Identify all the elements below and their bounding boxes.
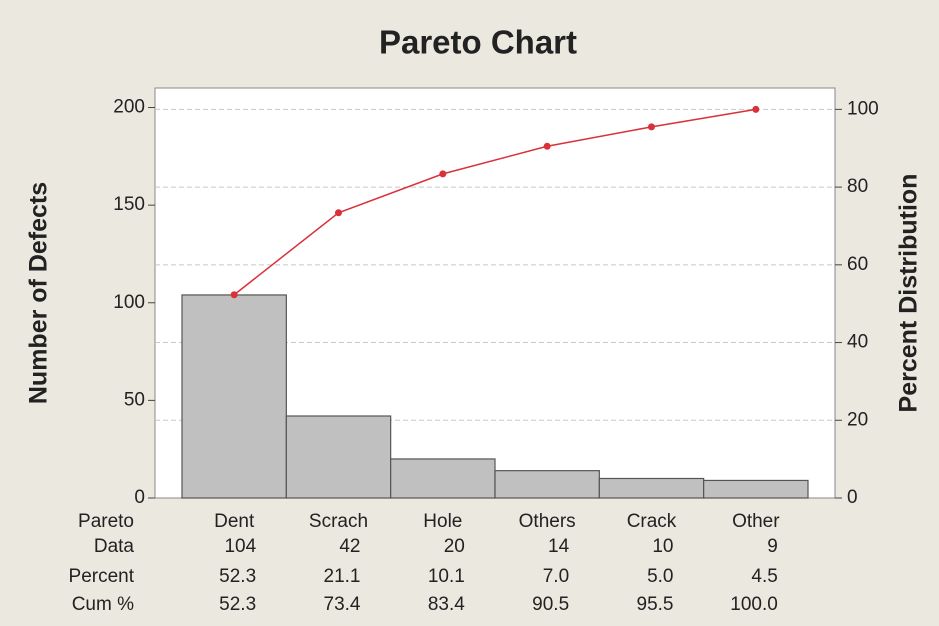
- table-value: 100.0: [730, 594, 778, 615]
- table-value: 104: [224, 536, 256, 557]
- table-value: 42: [339, 536, 360, 557]
- y2-tick-label: 60: [847, 254, 868, 275]
- y2-tick-label: 40: [847, 332, 868, 353]
- bar: [285, 415, 392, 499]
- row-label: Pareto: [78, 511, 134, 532]
- row-label: Data: [94, 536, 135, 557]
- category-label: Others: [519, 511, 576, 532]
- y-axis-label: Number of Defects: [25, 182, 53, 404]
- y2-axis-label: Percent Distribution: [895, 174, 923, 413]
- table-value: 9: [767, 536, 778, 557]
- table-value: 14: [548, 536, 570, 557]
- category-label: Dent: [214, 511, 255, 532]
- bar: [598, 477, 705, 499]
- y-tick-label: 100: [113, 292, 145, 313]
- cum-point: [543, 142, 551, 150]
- table-value: 4.5: [751, 566, 777, 587]
- table-value: 10: [652, 536, 673, 557]
- table-value: 7.0: [543, 566, 569, 587]
- cum-point: [439, 170, 447, 178]
- table-value: 10.1: [428, 566, 465, 587]
- chart-title: Pareto Chart: [379, 24, 577, 61]
- cum-point: [335, 209, 342, 217]
- y2-tick-label: 0: [847, 487, 858, 508]
- category-label: Scrach: [309, 511, 368, 532]
- y-tick-label: 50: [124, 389, 145, 410]
- row-label: Cum %: [72, 594, 134, 615]
- category-label: Other: [732, 511, 780, 532]
- table-value: 73.4: [324, 594, 361, 615]
- table-value: 5.0: [647, 566, 673, 587]
- y-tick-label: 150: [113, 194, 145, 215]
- cum-line: [233, 108, 756, 296]
- y-tick-label: 200: [113, 97, 145, 118]
- table-value: 95.5: [637, 594, 674, 615]
- table-value: 52.3: [219, 594, 256, 615]
- row-label: Percent: [69, 566, 135, 587]
- y2-tick-label: 100: [847, 98, 879, 119]
- table-value: 21.1: [324, 566, 361, 587]
- y-tick-label: 0: [134, 487, 145, 508]
- y2-tick-label: 80: [847, 176, 868, 197]
- bar: [703, 479, 809, 499]
- table-value: 83.4: [428, 594, 465, 615]
- cum-point: [648, 123, 655, 131]
- table-value: 90.5: [532, 594, 569, 615]
- bar: [494, 470, 600, 499]
- cum-point: [230, 291, 238, 299]
- cum-point: [752, 105, 760, 113]
- bar: [181, 294, 287, 499]
- bar: [390, 458, 496, 499]
- category-label: Hole: [423, 511, 462, 532]
- y2-tick-label: 20: [847, 409, 868, 430]
- category-label: Crack: [627, 511, 677, 532]
- table-value: 20: [444, 536, 465, 557]
- table-value: 52.3: [219, 566, 256, 587]
